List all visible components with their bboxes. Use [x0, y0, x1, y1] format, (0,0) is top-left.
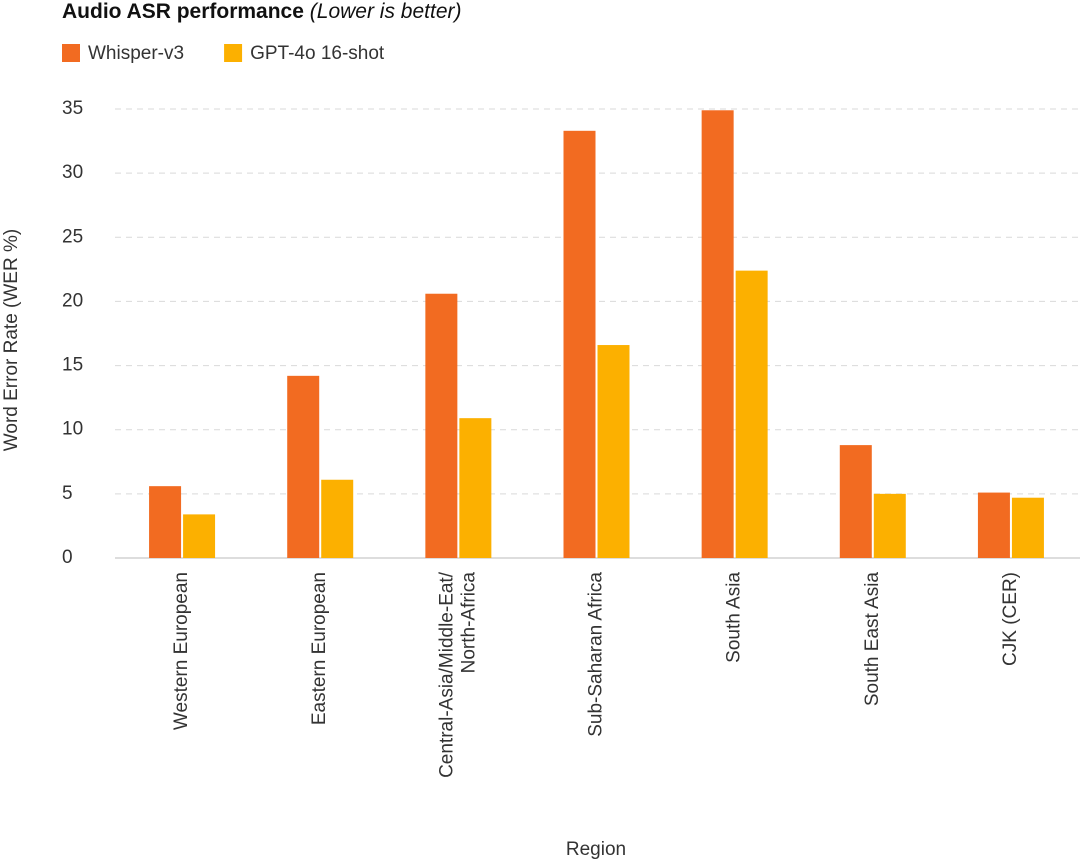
x-tick-label: Sub-Saharan Africa: [586, 572, 607, 737]
x-tick-label: Eastern European: [309, 572, 330, 725]
y-tick-label: 15: [62, 355, 83, 376]
bar: [1011, 497, 1044, 558]
chart-title: Audio ASR performance (Lower is better): [62, 0, 461, 23]
x-tick-label: Western European: [171, 572, 192, 730]
bar: [287, 375, 320, 558]
x-axis-label: Region: [566, 839, 626, 860]
y-axis-label: Word Error Rate (WER %): [1, 229, 22, 451]
bar: [977, 492, 1010, 558]
y-tick-label: 10: [62, 419, 83, 440]
y-tick-label: 30: [62, 162, 83, 183]
y-tick-label: 5: [62, 483, 73, 504]
bar: [839, 445, 872, 558]
bar: [873, 493, 906, 558]
legend-swatch: [224, 44, 243, 62]
legend-swatch: [62, 44, 80, 62]
legend-label: Whisper-v3: [88, 43, 184, 64]
title-main: Audio ASR performance: [62, 0, 304, 23]
y-tick-label: 20: [62, 290, 83, 311]
y-tick-label: 0: [62, 547, 73, 568]
x-tick-label-line: North-Africa: [458, 572, 479, 674]
x-tick-label: South Asia: [724, 572, 745, 663]
y-tick-label: 35: [62, 98, 83, 119]
bar: [597, 345, 630, 558]
bar: [321, 479, 354, 558]
bar: [735, 270, 768, 558]
x-tick-label-line: Central-Asia/Middle-Eat/: [436, 571, 457, 778]
bar: [149, 486, 182, 558]
bar: [459, 418, 492, 558]
x-tick-label: CJK (CER): [1000, 572, 1021, 666]
x-tick-label: South East Asia: [862, 572, 883, 707]
bar: [701, 110, 734, 558]
legend-label: GPT-4o 16-shot: [250, 43, 385, 64]
y-tick-label: 25: [62, 226, 83, 247]
bar: [425, 293, 458, 558]
title-subtitle: (Lower is better): [310, 0, 462, 23]
bar: [563, 130, 596, 558]
bar: [183, 514, 216, 558]
x-tick-label: Central-Asia/Middle-Eat/North-Africa: [436, 571, 479, 778]
